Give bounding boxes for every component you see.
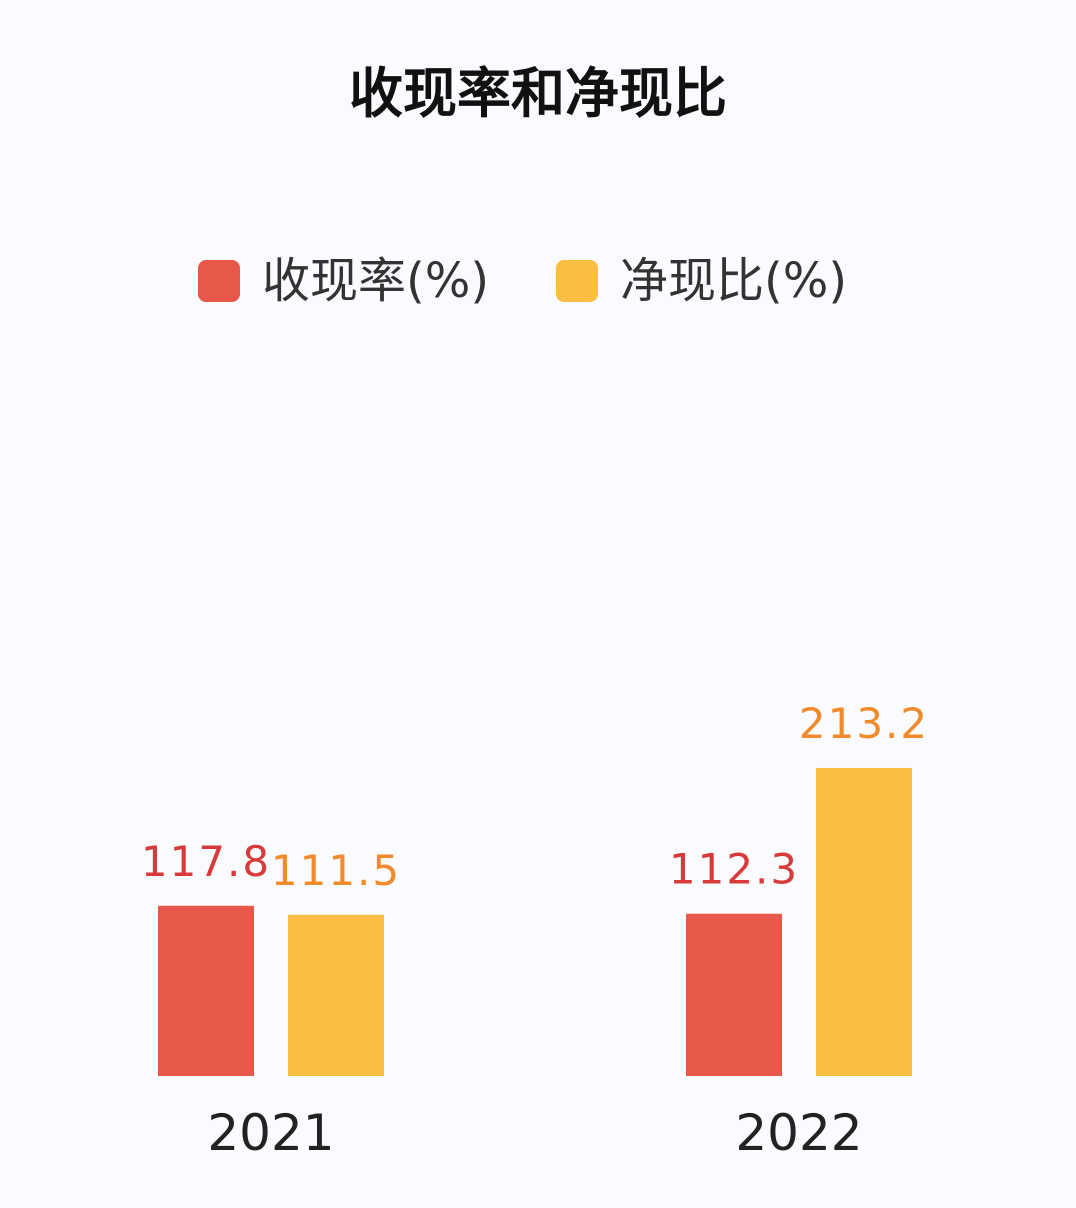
value-label-net-cash-ratio-2021: 111.5	[271, 846, 401, 895]
legend: 收现率(%) 净现比(%)	[198, 253, 847, 309]
value-label-revenue-cash-ratio-2021: 117.8	[141, 837, 271, 886]
bar-revenue-cash-ratio-2021	[158, 905, 254, 1076]
legend-swatch-revenue-cash-ratio	[198, 260, 240, 302]
bar-revenue-cash-ratio-2022	[686, 913, 782, 1076]
category-label-2021: 2021	[207, 1104, 334, 1162]
value-label-net-cash-ratio-2022: 213.2	[799, 699, 929, 748]
plot-area: 117.8 111.5 2021 112.3 213.2 2022	[141, 699, 929, 1162]
legend-label-net-cash-ratio: 净现比(%)	[620, 253, 847, 309]
value-label-revenue-cash-ratio-2022: 112.3	[669, 845, 799, 894]
chart-title: 收现率和净现比	[349, 62, 727, 125]
bar-net-cash-ratio-2022	[816, 767, 912, 1076]
legend-label-revenue-cash-ratio: 收现率(%)	[262, 253, 489, 309]
category-label-2022: 2022	[735, 1104, 862, 1162]
legend-swatch-net-cash-ratio	[556, 260, 598, 302]
bar-net-cash-ratio-2021	[288, 914, 384, 1076]
